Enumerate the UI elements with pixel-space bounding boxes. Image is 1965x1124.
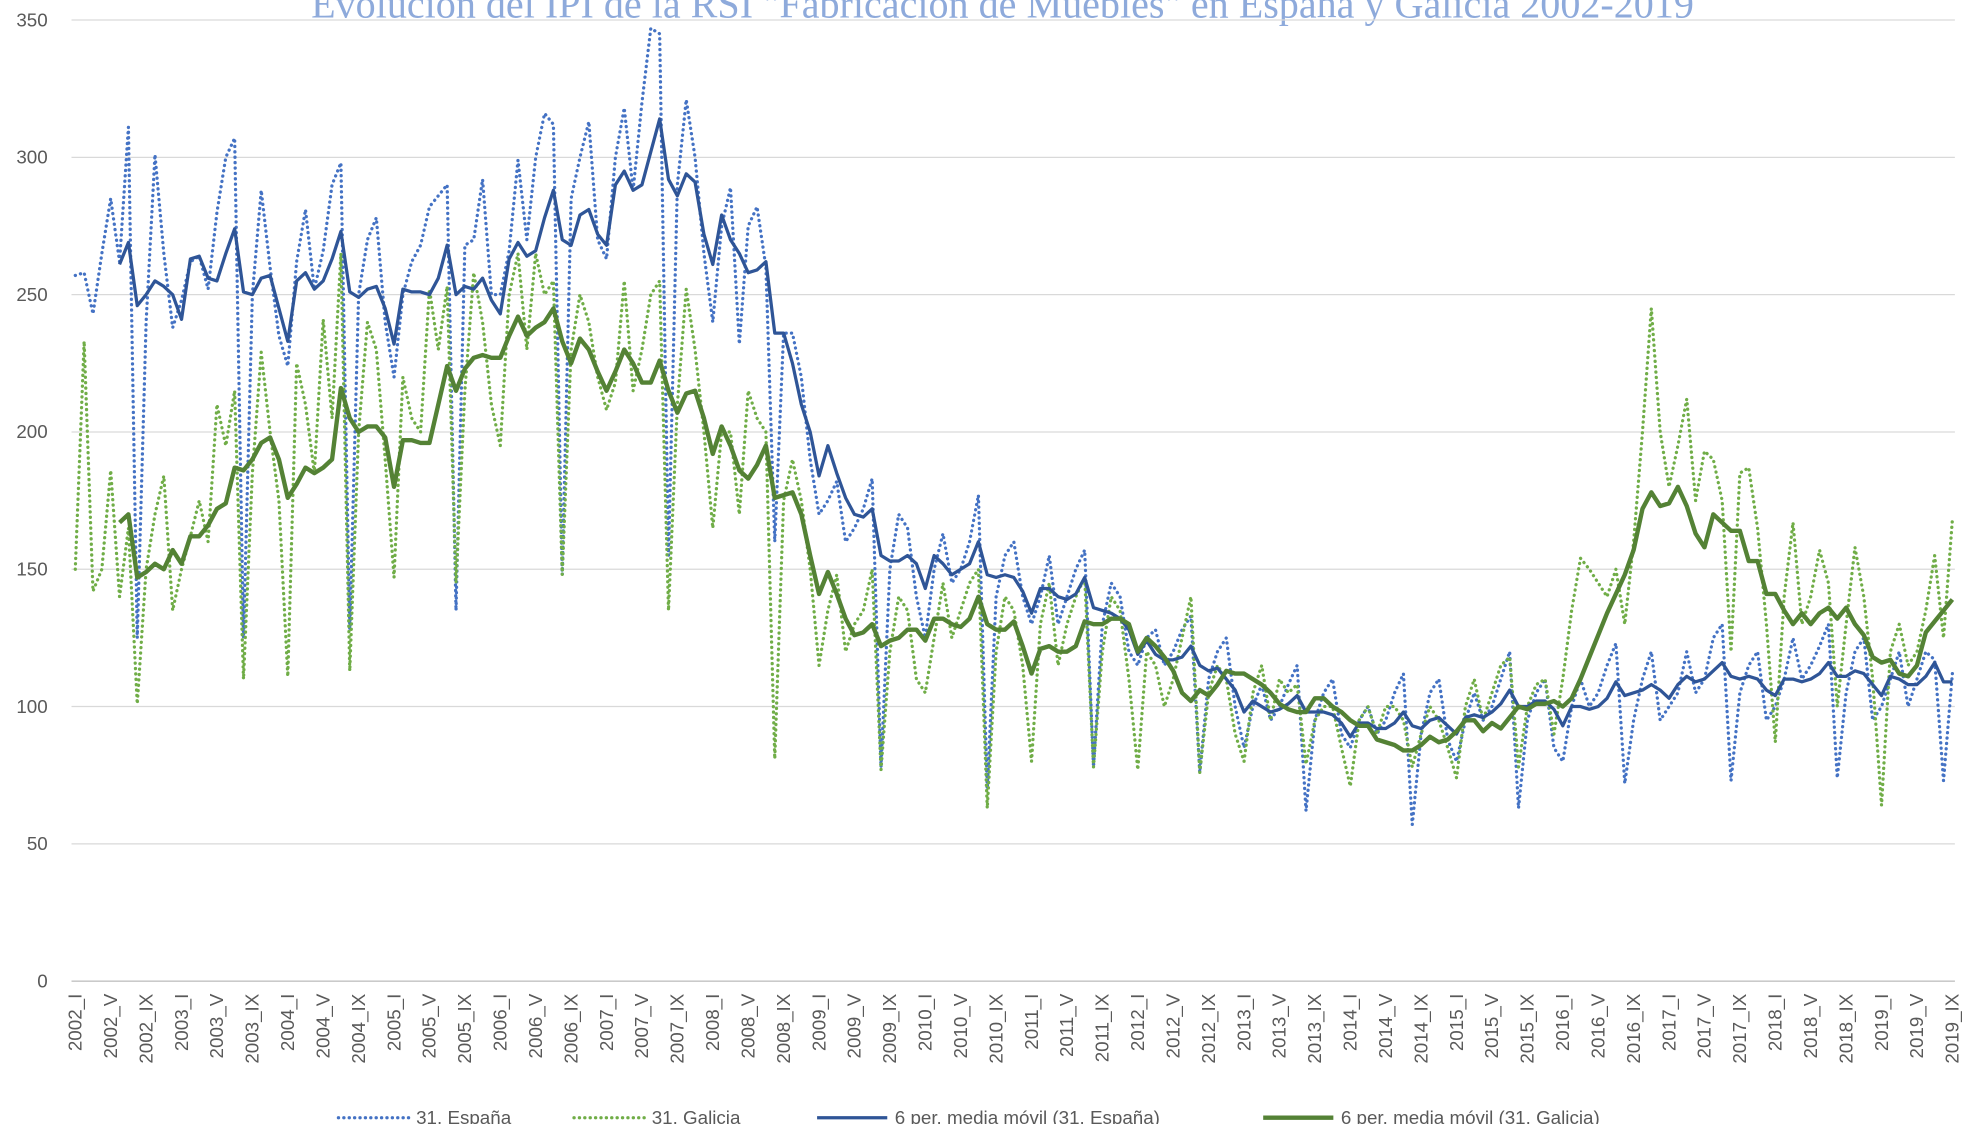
x-tick-label: 2002_I — [65, 994, 87, 1051]
series-line — [73, 26, 1955, 827]
x-tick-label: 2012_I — [1127, 994, 1149, 1051]
x-tick-label: 2018_V — [1800, 993, 1822, 1058]
x-tick-label: 2018_IX — [1835, 993, 1857, 1063]
y-tick-label: 200 — [16, 421, 47, 442]
x-tick-label: 2015_V — [1481, 993, 1503, 1058]
x-tick-label: 2015_I — [1446, 994, 1468, 1051]
x-tick-label: 2014_V — [1375, 993, 1397, 1058]
x-tick-label: 2018_I — [1765, 994, 1787, 1051]
x-tick-label: 2007_V — [631, 993, 653, 1058]
x-tick-label: 2016_IX — [1623, 993, 1645, 1063]
y-tick-label: 250 — [16, 284, 47, 305]
y-tick-label: 0 — [37, 970, 47, 991]
x-tick-label: 2007_IX — [667, 993, 689, 1063]
x-tick-label: 2009_V — [844, 993, 866, 1058]
x-tick-label: 2014_I — [1340, 994, 1362, 1051]
chart-title: Evolución del IPI de la RSI "Fabricación… — [311, 0, 1694, 27]
x-tick-label: 2008_IX — [773, 993, 795, 1063]
x-tick-label: 2004_V — [312, 993, 334, 1058]
x-tick-label: 2017_V — [1694, 993, 1716, 1058]
x-tick-label: 2006_I — [490, 994, 512, 1051]
legend-label: 31. Galicia — [652, 1107, 741, 1124]
x-tick-label: 2013_V — [1269, 993, 1291, 1058]
x-tick-label: 2003_I — [171, 994, 193, 1051]
x-tick-label: 2019_V — [1906, 993, 1928, 1058]
x-tick-label: 2016_I — [1552, 994, 1574, 1051]
series-line — [73, 251, 1955, 810]
x-tick-label: 2003_V — [206, 993, 228, 1058]
series-line — [118, 306, 1955, 753]
x-tick-label: 2005_V — [419, 993, 441, 1058]
legend-label: 31. España — [416, 1107, 512, 1124]
y-tick-label: 50 — [27, 833, 48, 854]
y-tick-label: 150 — [16, 559, 47, 580]
x-tick-label: 2017_IX — [1729, 993, 1751, 1063]
x-tick-label: 2010_V — [950, 993, 972, 1058]
series-line — [118, 117, 1953, 739]
x-tick-label: 2013_IX — [1304, 993, 1326, 1063]
x-tick-label: 2010_I — [915, 994, 937, 1051]
x-tick-label: 2002_IX — [135, 993, 157, 1063]
x-tick-label: 2015_IX — [1517, 993, 1539, 1063]
legend-label: 6 per. media móvil (31. Galicia) — [1341, 1107, 1600, 1124]
y-tick-label: 350 — [16, 9, 47, 30]
x-tick-label: 2011_IX — [1092, 993, 1114, 1062]
x-tick-label: 2006_V — [525, 993, 547, 1058]
x-tick-label: 2011_I — [1021, 994, 1043, 1050]
x-tick-label: 2005_IX — [454, 993, 476, 1063]
y-tick-label: 100 — [16, 696, 47, 717]
x-tick-label: 2005_I — [383, 994, 405, 1051]
x-tick-label: 2013_I — [1233, 994, 1255, 1051]
x-tick-label: 2011_V — [1056, 993, 1078, 1057]
y-tick-label: 300 — [16, 147, 47, 168]
legend-label: 6 per. media móvil (31. España) — [895, 1107, 1160, 1124]
x-tick-label: 2007_I — [596, 994, 618, 1051]
x-tick-label: 2014_IX — [1410, 993, 1432, 1063]
x-tick-label: 2017_I — [1658, 994, 1680, 1051]
x-tick-label: 2004_IX — [348, 993, 370, 1063]
x-tick-label: 2004_I — [277, 994, 299, 1051]
x-tick-label: 2006_IX — [560, 993, 582, 1063]
x-tick-label: 2019_IX — [1942, 993, 1964, 1063]
x-tick-label: 2008_I — [702, 994, 724, 1051]
x-tick-label: 2008_V — [737, 993, 759, 1058]
x-tick-label: 2010_IX — [985, 993, 1007, 1063]
x-tick-label: 2002_V — [100, 993, 122, 1058]
x-tick-label: 2003_IX — [242, 993, 264, 1063]
x-tick-label: 2012_IX — [1198, 993, 1220, 1063]
x-tick-label: 2009_I — [808, 994, 830, 1051]
x-tick-label: 2016_V — [1587, 993, 1609, 1058]
x-tick-label: 2019_I — [1871, 994, 1893, 1051]
x-tick-label: 2009_IX — [879, 993, 901, 1063]
x-tick-label: 2012_V — [1162, 993, 1184, 1058]
